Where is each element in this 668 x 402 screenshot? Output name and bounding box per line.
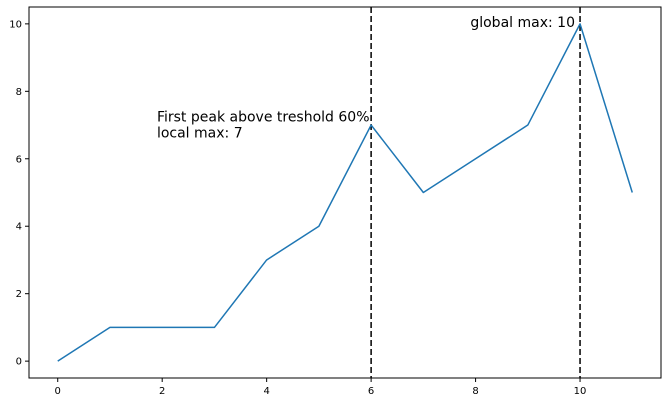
x-tick-label: 2 <box>159 386 165 397</box>
x-tick-label: 6 <box>368 386 374 397</box>
plot-area <box>28 6 662 379</box>
y-tick-label: 6 <box>16 154 22 165</box>
x-tick-label: 4 <box>263 386 269 397</box>
series-line <box>57 23 633 362</box>
annotation-line: global max: 10 <box>470 15 575 31</box>
x-tick-label: 10 <box>574 386 587 397</box>
y-tick-label: 10 <box>9 19 22 30</box>
y-tick-label: 8 <box>16 87 22 98</box>
annotation-text: global max: 10 <box>470 15 575 31</box>
annotation-line: local max: 7 <box>157 126 243 142</box>
annotation-text: First peak above treshold 60% local max: … <box>157 110 370 142</box>
x-tick-label: 0 <box>55 386 61 397</box>
y-tick-label: 2 <box>16 289 22 300</box>
y-tick-label: 0 <box>16 357 22 368</box>
y-tick-label: 4 <box>16 222 22 233</box>
annotation-line: First peak above treshold 60% <box>157 110 370 126</box>
x-tick-label: 8 <box>472 386 478 397</box>
